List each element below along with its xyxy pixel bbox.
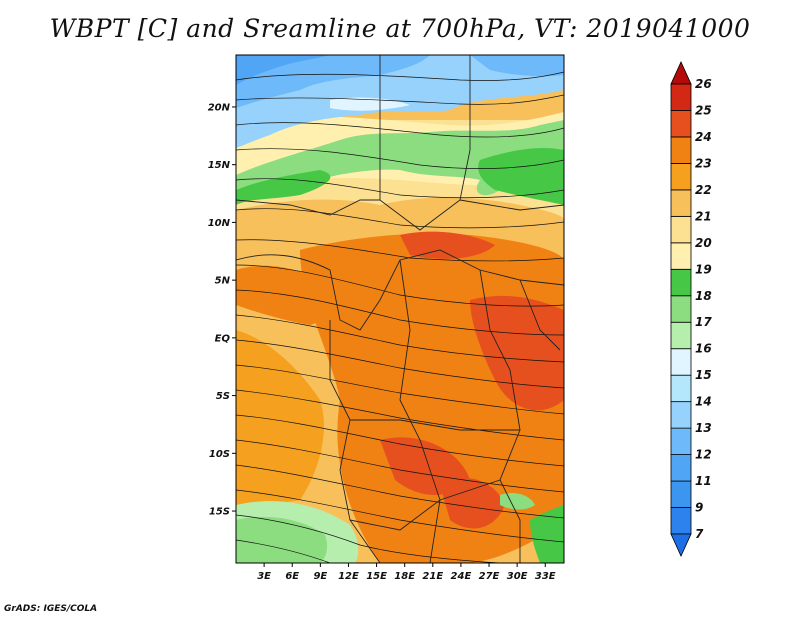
colorbar-swatch	[670, 268, 692, 297]
lat-tick-label: 5N	[215, 276, 231, 287]
colorbar-swatch	[670, 401, 692, 429]
lat-tick-label: EQ	[215, 333, 231, 344]
lat-tick-label: 10N	[208, 218, 231, 229]
lon-tick-label: 24E	[451, 571, 472, 582]
colorbar-level-label: 20	[695, 236, 712, 250]
colorbar-level-label: 24	[695, 130, 712, 144]
colorbar-level-label: 18	[695, 289, 712, 303]
lat-tick-label: 15S	[209, 507, 230, 518]
colorbar-swatch	[670, 348, 692, 376]
colorbar-level-label: 21	[695, 209, 712, 223]
colorbar-level-label: 19	[695, 262, 712, 276]
colorbar-swatch	[670, 163, 692, 191]
colorbar-swatch	[670, 374, 692, 403]
colorbar-level-label: 22	[695, 183, 712, 197]
colorbar-swatch	[670, 295, 692, 323]
colorbar-level-label: 13	[695, 421, 712, 435]
colorbar-swatch	[670, 189, 692, 217]
lat-tick-label: 20N	[208, 102, 231, 113]
colorbar-swatch	[670, 427, 692, 455]
colorbar-level-label: 9	[695, 501, 703, 515]
map-frame	[235, 54, 565, 564]
colorbar-swatch	[670, 61, 692, 85]
colorbar-swatch	[670, 215, 692, 244]
colorbar-level-label: 17	[695, 315, 712, 329]
lat-tick-label: 5S	[216, 391, 230, 402]
colorbar-level-label: 11	[695, 474, 712, 488]
lon-tick-label: 33E	[535, 571, 556, 582]
lon-tick-label: 3E	[257, 571, 271, 582]
chart-title: WBPT [C] and Sreamline at 700hPa, VT: 20…	[49, 14, 751, 43]
colorbar-swatch	[670, 242, 692, 270]
lon-tick-label: 12E	[338, 571, 359, 582]
lat-tick-label: 10S	[209, 449, 230, 460]
wbpt-field	[236, 55, 564, 563]
colorbar-level-label: 7	[695, 527, 704, 541]
lat-tick-label: 15N	[208, 160, 231, 171]
lon-tick-label: 9E	[313, 571, 327, 582]
lon-tick-label: 30E	[507, 571, 528, 582]
lon-tick-label: 27E	[479, 571, 500, 582]
colorbar-swatch	[670, 454, 692, 482]
colorbar-swatch	[670, 480, 692, 508]
colorbar-level-label: 14	[695, 395, 712, 409]
colorbar-swatch	[670, 321, 692, 350]
lon-tick-label: 21E	[422, 571, 443, 582]
colorbar-level-label: 26	[695, 77, 712, 91]
lon-tick-label: 6E	[285, 571, 299, 582]
colorbar-swatch	[670, 110, 692, 138]
colorbar-swatch	[670, 507, 692, 535]
lon-tick-label: 18E	[394, 571, 415, 582]
credit-label: GrADS: IGES/COLA	[4, 604, 98, 614]
colorbar-swatch	[670, 83, 692, 111]
colorbar-swatch	[670, 533, 692, 557]
colorbar-level-label: 12	[695, 448, 712, 462]
map-axes: 20N 15N 10N 5N EQ 5S 10S 15S 3E 6E 9E 12E 15E 18E 21E 2…	[208, 102, 556, 582]
colorbar-level-label: 16	[695, 342, 712, 356]
colorbar: 7 9 11 12 13 14 15 16 17 18 19 20 21 22 23 24 25 26	[670, 61, 712, 557]
colorbar-swatch	[670, 136, 692, 164]
colorbar-level-label: 15	[695, 368, 712, 382]
lon-tick-label: 15E	[366, 571, 387, 582]
colorbar-level-label: 23	[695, 156, 712, 170]
colorbar-level-label: 25	[695, 103, 712, 117]
